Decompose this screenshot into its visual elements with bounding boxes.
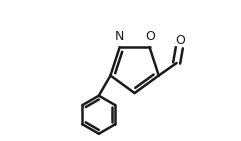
- Text: O: O: [145, 30, 155, 43]
- Text: N: N: [114, 30, 124, 43]
- Text: O: O: [175, 34, 185, 47]
